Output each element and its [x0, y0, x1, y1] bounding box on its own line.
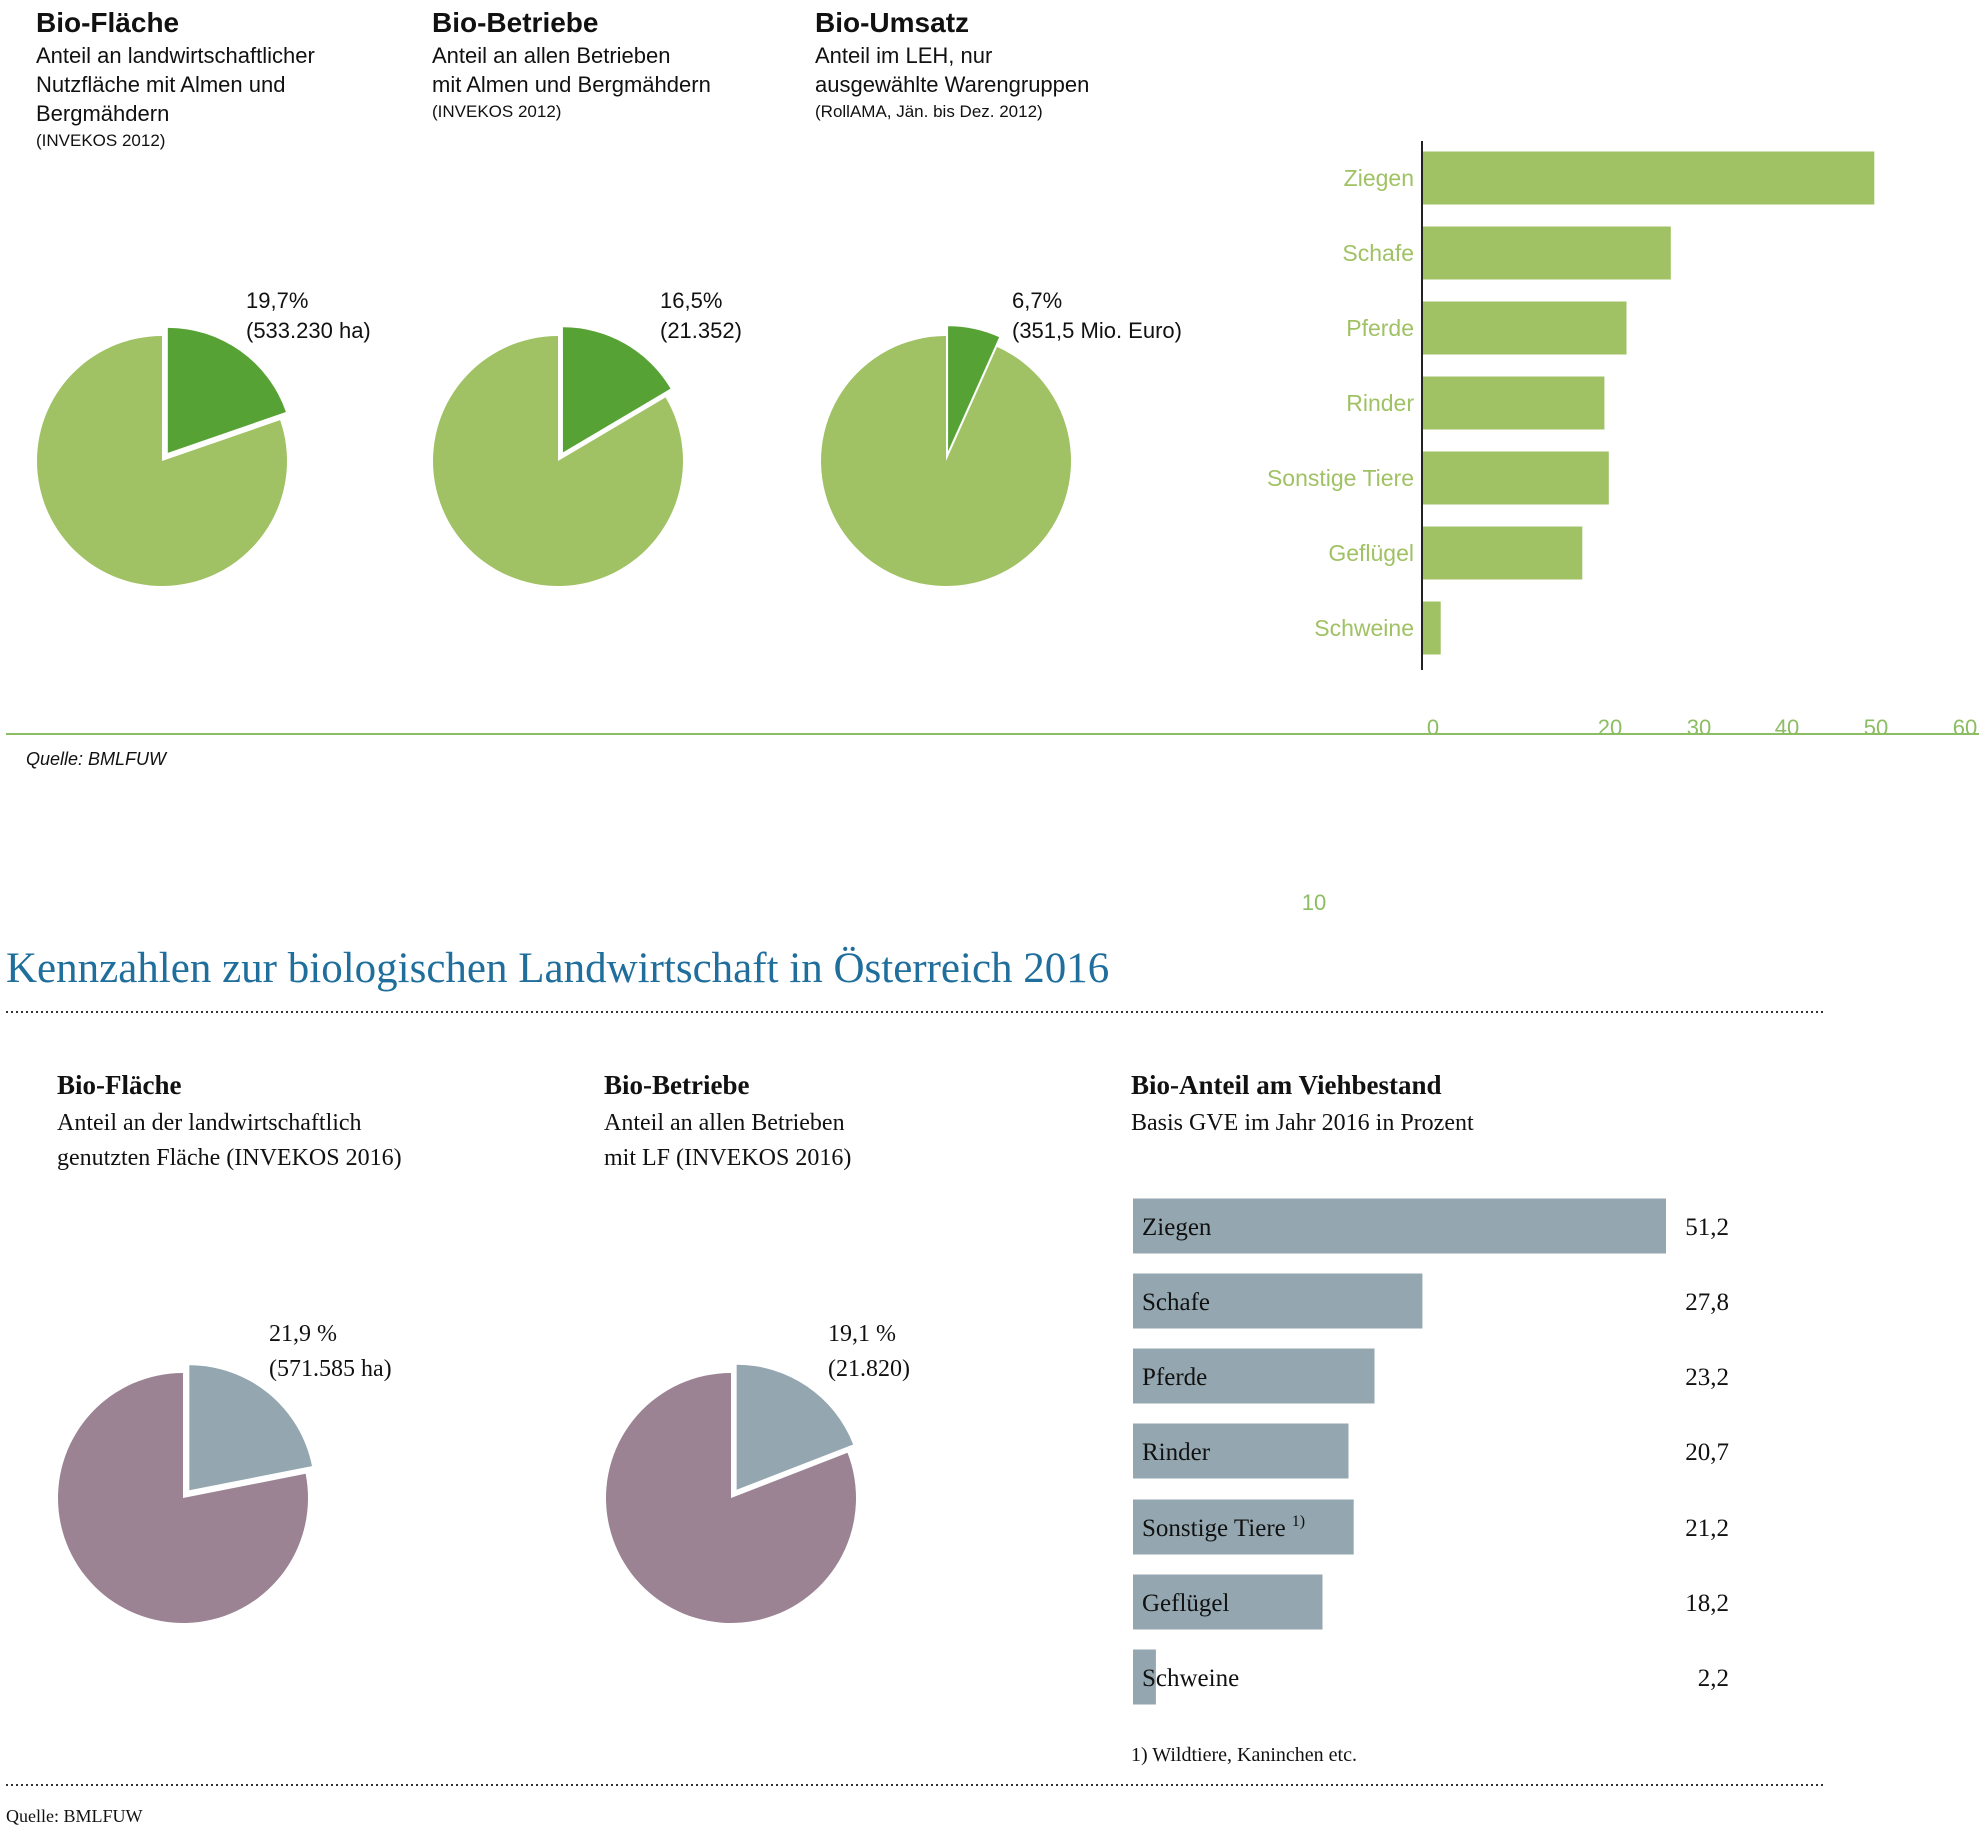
bottom-bar-1 [1133, 1273, 1423, 1329]
bottom-pie2-subtitle-line2: mit LF (INVEKOS 2016) [604, 1145, 851, 1171]
top-pie2-slice-rest [432, 336, 683, 587]
bottom-bar-value-0: 51,2 [1685, 1214, 1729, 1241]
bottom-bar-4 [1133, 1499, 1354, 1555]
top-tick-60: 60 [1953, 715, 1977, 740]
bottom-pie1-slice-bio [189, 1365, 312, 1491]
top-pie3-subtitle-line2: ausgewählte Warengruppen [815, 72, 1089, 97]
top-pie2-subtitle-line1: Anteil an allen Betrieben [432, 43, 671, 68]
bottom-source: Quelle: BMLFUW [6, 1806, 143, 1826]
bottom-pie2-label-percent: 19,1 % [828, 1321, 896, 1347]
top-pie1-slice-bio [167, 327, 286, 453]
top-source: Quelle: BMLFUW [26, 749, 168, 769]
bottom-bar-value-4: 21,2 [1685, 1515, 1729, 1542]
bottom-bar-value-2: 23,2 [1685, 1364, 1729, 1391]
top-tick-0: 0 [1427, 715, 1439, 740]
top-pie1-source: (INVEKOS 2012) [36, 131, 165, 150]
top-pie3-slice-bio [948, 326, 1000, 452]
top-pie1-slice-rest [36, 336, 287, 587]
bottom-bar-2 [1133, 1348, 1375, 1404]
bottom-bar-label-4: Sonstige Tiere 1) [1142, 1513, 1305, 1542]
top-bar-label-5: Geflügel [1328, 540, 1414, 566]
top-pie2-label-percent: 16,5% [660, 288, 722, 313]
top-tick-labels: 0 10 20 30 40 50 60 [1302, 715, 1977, 915]
bar-chart-title: Bio-Anteil am Viehbestand [1131, 1070, 1442, 1100]
top-pie3-label-value: (351,5 Mio. Euro) [1012, 318, 1182, 343]
top-pie2-slice-bio [562, 327, 671, 453]
bottom-heading: Kennzahlen zur biologischen Landwirtscha… [6, 945, 1109, 992]
top-bar-6 [1423, 601, 1441, 655]
footnote-mark: 1) [1292, 1513, 1305, 1530]
bar-chart-subtitle: Basis GVE im Jahr 2016 in Prozent [1131, 1110, 1474, 1136]
top-pie3 [821, 326, 1072, 587]
bottom-pie1-subtitle-line2: genutzten Fläche (INVEKOS 2016) [57, 1145, 402, 1171]
bottom-bar-label-3: Rinder [1142, 1439, 1211, 1466]
top-tick-40: 40 [1775, 715, 1799, 740]
bottom-pie2-slice-bio [736, 1364, 854, 1490]
bottom-bar-value-1: 27,8 [1685, 1289, 1729, 1316]
top-bar-5 [1423, 526, 1583, 580]
bottom-pie1-slice-rest [58, 1373, 309, 1623]
top-pie1-label-value: (533.230 ha) [246, 318, 371, 343]
bottom-pie2-label-value: (21.820) [828, 1356, 910, 1382]
bottom-bar-value-3: 20,7 [1685, 1439, 1729, 1466]
bottom-pie1-subtitle-line1: Anteil an der landwirtschaftlich [57, 1110, 362, 1136]
top-tick-10: 10 [1302, 890, 1326, 915]
bottom-bar-6 [1133, 1649, 1156, 1705]
top-pie3-subtitle-line1: Anteil im LEH, nur [815, 43, 992, 68]
top-pie1-subtitle-line1: Anteil an landwirtschaftlicher [36, 43, 315, 68]
bottom-pie1 [58, 1365, 312, 1623]
top-bar-label-2: Pferde [1346, 315, 1414, 341]
bottom-bar-label-2: Pferde [1142, 1364, 1207, 1391]
top-pie3-title: Bio-Umsatz [815, 7, 969, 38]
footnote: 1) Wildtiere, Kaninchen etc. [1131, 1744, 1357, 1766]
bottom-pie2-slice-rest [605, 1373, 856, 1623]
top-bar-0 [1423, 151, 1875, 205]
bottom-pie2-subtitle-line1: Anteil an allen Betrieben [604, 1110, 845, 1136]
top-pie3-label-percent: 6,7% [1012, 288, 1062, 313]
top-pie1-subtitle-line3: Bergmähdern [36, 101, 169, 126]
bottom-bar-5 [1133, 1574, 1323, 1630]
top-bar-2 [1423, 301, 1627, 355]
top-bar-3 [1423, 376, 1605, 430]
top-bar-label-4: Sonstige Tiere [1267, 465, 1414, 491]
top-bar-4 [1423, 451, 1609, 505]
top-bar-label-1: Schafe [1342, 240, 1414, 266]
top-pie3-slice-rest [821, 336, 1072, 587]
bottom-bar-0 [1133, 1198, 1666, 1254]
top-bar-label-3: Rinder [1346, 390, 1414, 416]
top-bar-1 [1423, 226, 1671, 280]
top-pie1-label-percent: 19,7% [246, 288, 308, 313]
top-bar-label-0: Ziegen [1344, 165, 1414, 191]
bottom-pie1-title: Bio-Fläche [57, 1070, 181, 1100]
bottom-pie2-title: Bio-Betriebe [604, 1070, 749, 1100]
bottom-bar-label-5: Geflügel [1142, 1590, 1230, 1617]
bottom-bar-value-6: 2,2 [1698, 1665, 1729, 1692]
top-pie2-title: Bio-Betriebe [432, 7, 598, 38]
top-pie1-subtitle-line2: Nutzfläche mit Almen und [36, 72, 285, 97]
bottom-bar-3 [1133, 1423, 1349, 1479]
top-pie1 [36, 327, 287, 587]
top-tick-50: 50 [1864, 715, 1888, 740]
top-bar-chart: Ziegen Schafe Pferde Rinder Sonstige Tiere Ge… [1267, 141, 1875, 670]
top-pie2-subtitle-line2: mit Almen und Bergmähdern [432, 72, 711, 97]
top-pie2-source: (INVEKOS 2012) [432, 102, 561, 121]
top-pie1-title: Bio-Fläche [36, 7, 179, 38]
bottom-pie2 [605, 1364, 856, 1623]
top-tick-30: 30 [1687, 715, 1711, 740]
bottom-bar-label-6: Schweine [1142, 1665, 1239, 1692]
top-bar-label-6: Schweine [1314, 615, 1414, 641]
bottom-bar-label-0: Ziegen [1142, 1214, 1212, 1241]
top-tick-20: 20 [1598, 715, 1622, 740]
bottom-pie1-label-value: (571.585 ha) [269, 1356, 392, 1382]
bottom-bar-label-1: Schafe [1142, 1289, 1210, 1316]
bottom-bar-value-5: 18,2 [1685, 1590, 1729, 1617]
top-pie2-label-value: (21.352) [660, 318, 742, 343]
top-pie3-source: (RollAMA, Jän. bis Dez. 2012) [815, 102, 1043, 121]
bottom-bar-chart: Ziegen 51,2 Schafe 27,8 Pferde 23,2 Rinder 20,7… [1133, 1198, 1729, 1705]
bottom-pie1-label-percent: 21,9 % [269, 1321, 337, 1347]
top-pie2 [432, 327, 683, 587]
